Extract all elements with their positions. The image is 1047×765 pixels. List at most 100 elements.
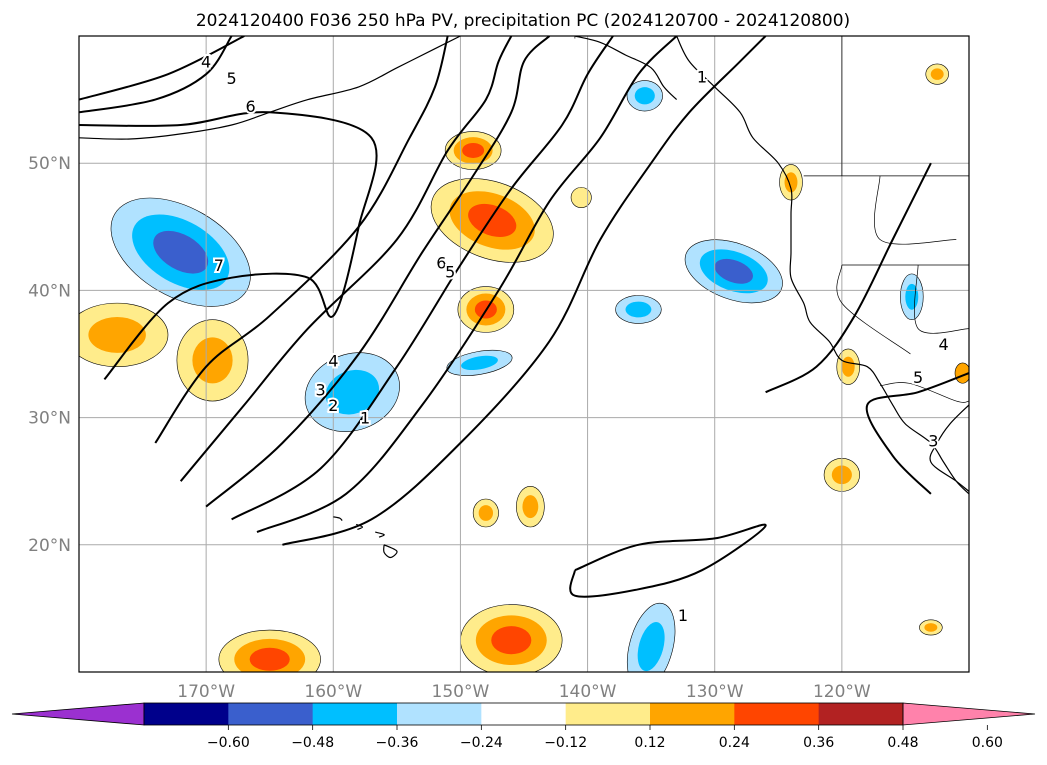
- colorbar: −0.60 −0.48 −0.36 −0.24 −0.12 0.12 0.24 0.36 0.4…: [11, 702, 1036, 751]
- colorbar-label: 0.24: [719, 735, 750, 751]
- lon-label: 150°W: [432, 682, 490, 702]
- contour-label: 6: [246, 97, 256, 116]
- figure-title: 2024120400 F036 250 hPa PV, precipitatio…: [196, 11, 850, 31]
- lon-label: 130°W: [686, 682, 744, 702]
- colorbar-label: −0.36: [376, 735, 419, 751]
- pv-contour-3: [231, 36, 614, 521]
- coastline: [676, 36, 969, 495]
- contour-label: 5: [445, 262, 455, 281]
- precip-blob: [626, 80, 663, 112]
- gridlines: [79, 36, 969, 672]
- precip-contour: [625, 301, 652, 318]
- precip-contour: [249, 647, 290, 671]
- precip-blob: [218, 629, 321, 672]
- contour-label: 5: [913, 368, 923, 387]
- precip-blob: [446, 349, 513, 376]
- colorbar-bin: [734, 703, 820, 725]
- precip-contour: [924, 623, 938, 632]
- precip-blob: [900, 273, 924, 320]
- precip-contour: [468, 203, 517, 237]
- precip-contour: [522, 495, 539, 519]
- pv-contours-layer: [79, 36, 969, 598]
- colorbar-extend-low: [11, 702, 145, 726]
- colorbar-label: 0.60: [972, 735, 1003, 751]
- colorbar-label: 0.36: [803, 735, 834, 751]
- coastline: [574, 36, 678, 101]
- border-line: [874, 175, 957, 245]
- contour-label: 5: [226, 69, 236, 88]
- colorbar-bin: [818, 703, 904, 725]
- precip-blob: [684, 239, 783, 304]
- contour-label: 1: [678, 606, 688, 625]
- precip-contour: [153, 230, 209, 274]
- colorbar-bin: [481, 703, 567, 725]
- colorbar-outline: [143, 702, 904, 726]
- lon-label: 170°W: [177, 682, 235, 702]
- lon-label: 140°W: [559, 682, 617, 702]
- pv-contour-6: [154, 36, 449, 444]
- precip-contour: [478, 505, 494, 521]
- colorbar-bin: [565, 703, 651, 725]
- precip-contour: [714, 258, 753, 284]
- precip-blob: [925, 63, 949, 85]
- colorbar-label: −0.48: [291, 735, 334, 751]
- precip-blob: [516, 485, 545, 528]
- coastline: [383, 544, 398, 559]
- contour-label: 4: [938, 335, 948, 354]
- pv-contour-5: [179, 36, 513, 482]
- longitude-labels: 170°W 160°W 150°W 140°W 130°W 120°W: [177, 682, 871, 702]
- precip-contour: [784, 172, 798, 193]
- pv-contour-5: [865, 372, 969, 495]
- border-line: [914, 264, 969, 334]
- colorbar-bin: [650, 703, 735, 725]
- colorbar-bin: [397, 703, 482, 725]
- colorbar-bin: [228, 703, 314, 725]
- coastlines-layer: [79, 36, 969, 559]
- colorbar-label: −0.24: [460, 735, 503, 751]
- colorbar-label: 0.48: [887, 735, 918, 751]
- precip-blob: [79, 302, 169, 368]
- precip-contour: [462, 142, 485, 158]
- border-line: [879, 382, 969, 403]
- contour-label: 6: [436, 253, 446, 272]
- contour-label: 7: [214, 256, 224, 275]
- precip-contour: [905, 283, 919, 310]
- lon-label: 120°W: [813, 682, 871, 702]
- precip-blob: [444, 131, 502, 170]
- coastline: [79, 36, 461, 140]
- precip-blob: [626, 602, 676, 672]
- colorbar-bin: [144, 703, 229, 725]
- coastline: [333, 516, 343, 522]
- contour-label: 1: [360, 409, 370, 428]
- precip-blob: [430, 178, 554, 263]
- lat-label: 20°N: [28, 536, 71, 556]
- lat-label: 50°N: [28, 154, 71, 174]
- precip-contour: [88, 316, 146, 353]
- precip-contour: [841, 356, 855, 377]
- pv-contour-2: [256, 36, 678, 534]
- pv-contour-5: [79, 36, 233, 114]
- precip-contour: [634, 87, 655, 105]
- contour-label: 3: [928, 431, 938, 450]
- pv-contour-1: [765, 162, 932, 394]
- colorbar-label: −0.12: [544, 735, 587, 751]
- colorbar-bin: [312, 703, 398, 725]
- latitude-labels: 50°N 40°N 30°N 20°N: [28, 154, 71, 556]
- lon-label: 160°W: [304, 682, 362, 702]
- border-line: [836, 264, 911, 355]
- precip-contour: [930, 68, 944, 80]
- precip-blob: [460, 604, 563, 672]
- lat-label: 40°N: [28, 281, 71, 301]
- precip-blob: [570, 187, 592, 209]
- precip-blob: [836, 348, 860, 385]
- contour-label: 4: [201, 52, 211, 71]
- precip-blob: [919, 619, 943, 636]
- pv-contour-1: [282, 36, 767, 546]
- colorbar-label: −0.60: [207, 735, 250, 751]
- contour-label: 3: [315, 381, 325, 400]
- contour-label: 2: [328, 396, 338, 415]
- precip-blob: [472, 498, 499, 528]
